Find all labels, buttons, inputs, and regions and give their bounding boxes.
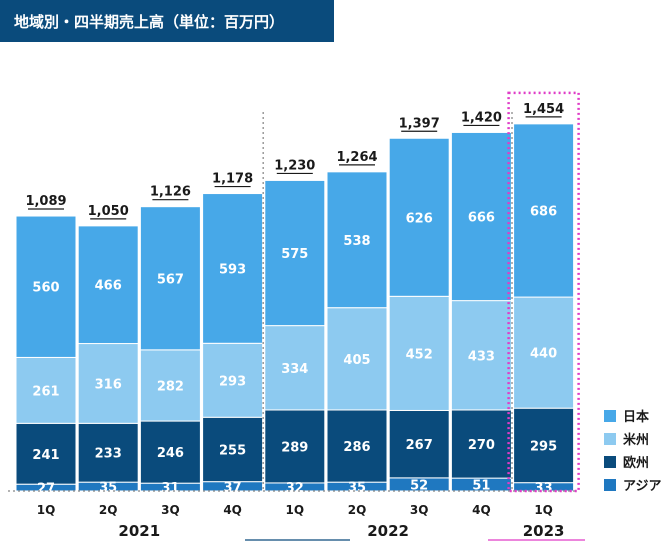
labels-layer: 27 241 261 560 1,089 35 233 316 466 1,050 31 246 282…: [25, 102, 564, 497]
category-label: 3Q: [161, 503, 180, 517]
data-label: 538: [343, 234, 370, 249]
bar-segment: [513, 296, 575, 409]
bar-segment: [264, 409, 326, 484]
data-label: 32: [286, 481, 304, 496]
category-label: 1Q: [286, 503, 305, 517]
data-label: 261: [32, 384, 59, 399]
total-label: 1,397: [399, 116, 440, 131]
data-label: 686: [530, 204, 557, 219]
data-label: 289: [281, 440, 308, 455]
bar-segment: [450, 409, 512, 479]
bar-segment: [450, 300, 512, 411]
bar-segment: [450, 131, 512, 302]
legend-label: 欧州: [623, 455, 649, 471]
data-label: 316: [95, 377, 122, 392]
data-label: 31: [161, 481, 179, 496]
year-label: 2022: [367, 522, 409, 540]
bar-segment: [264, 179, 326, 327]
data-label: 255: [219, 443, 246, 458]
data-label: 440: [530, 347, 557, 362]
bar-segment: [77, 225, 139, 345]
bar-segment: [264, 325, 326, 411]
data-label: 267: [406, 438, 433, 453]
bar-segment: [139, 420, 201, 484]
data-label: 405: [343, 353, 370, 368]
data-label: 293: [219, 374, 246, 389]
category-label: 2Q: [348, 503, 367, 517]
data-label: 52: [410, 478, 428, 493]
data-label: 270: [468, 438, 495, 453]
data-label: 33: [535, 481, 553, 496]
bar-segment: [388, 295, 450, 411]
highlight-box: [507, 91, 580, 493]
legend-swatch: [604, 456, 616, 468]
legend-label: 日本: [623, 409, 649, 425]
data-label: 27: [37, 482, 55, 497]
bar-segment: [388, 137, 450, 297]
data-label: 241: [32, 448, 59, 463]
category-label: 1Q: [37, 503, 56, 517]
data-label: 35: [348, 481, 366, 496]
bar-segment: [139, 349, 201, 422]
total-label: 1,230: [274, 158, 315, 173]
data-label: 51: [472, 479, 490, 494]
category-label: 3Q: [410, 503, 429, 517]
data-label: 37: [224, 480, 242, 495]
legend-label: アジア: [623, 479, 661, 494]
bar-segment: [513, 123, 575, 298]
bar-segment: [15, 215, 77, 358]
data-label: 246: [157, 446, 184, 461]
bar-segment: [202, 416, 264, 483]
category-label: 4Q: [472, 503, 491, 517]
data-label: 593: [219, 262, 246, 277]
data-label: 295: [530, 439, 557, 454]
bar-segment: [326, 171, 388, 309]
chart-title: 地域別・四半期売上高（単位：百万円）: [0, 0, 334, 42]
data-label: 567: [157, 272, 184, 287]
legend-label: 米州: [623, 432, 649, 448]
total-label: 1,178: [212, 172, 253, 187]
year-label: 2021: [118, 522, 160, 540]
category-label: 2Q: [99, 503, 118, 517]
total-label: 1,454: [523, 102, 564, 117]
total-label: 1,126: [150, 185, 191, 200]
data-label: 286: [343, 440, 370, 455]
data-label: 466: [95, 279, 122, 294]
data-label: 666: [468, 211, 495, 226]
bars-layer: [15, 123, 575, 492]
total-label: 1,050: [88, 204, 129, 219]
data-label: 35: [99, 481, 117, 496]
year-label: 2023: [523, 522, 565, 540]
data-label: 282: [157, 379, 184, 394]
bar-segment: [77, 422, 139, 483]
axis-layer: 1Q 2Q 3Q 4Q 1Q 2Q 3Q 4Q 1Q 2021 2022 2023: [8, 91, 585, 541]
bar-segment: [139, 206, 201, 351]
total-label: 1,420: [461, 110, 502, 125]
bar-segment: [513, 407, 575, 484]
data-label: 575: [281, 247, 308, 262]
bar-segment: [202, 193, 264, 344]
legend-swatch: [604, 410, 616, 422]
legend-swatch: [604, 433, 616, 445]
bar-segment: [15, 356, 77, 424]
data-label: 452: [406, 347, 433, 362]
data-label: 233: [95, 447, 122, 462]
category-label: 1Q: [534, 503, 553, 517]
total-label: 1,264: [336, 150, 377, 165]
legend-swatch: [604, 479, 616, 491]
data-label: 626: [406, 211, 433, 226]
bar-segment: [326, 307, 388, 411]
total-label: 1,089: [25, 194, 66, 209]
data-label: 560: [32, 281, 59, 296]
bar-segment: [202, 342, 264, 418]
bar-segment: [77, 343, 139, 424]
category-label: 4Q: [223, 503, 242, 517]
data-label: 334: [281, 362, 308, 377]
data-label: 433: [468, 349, 495, 364]
bar-segment: [388, 409, 450, 479]
